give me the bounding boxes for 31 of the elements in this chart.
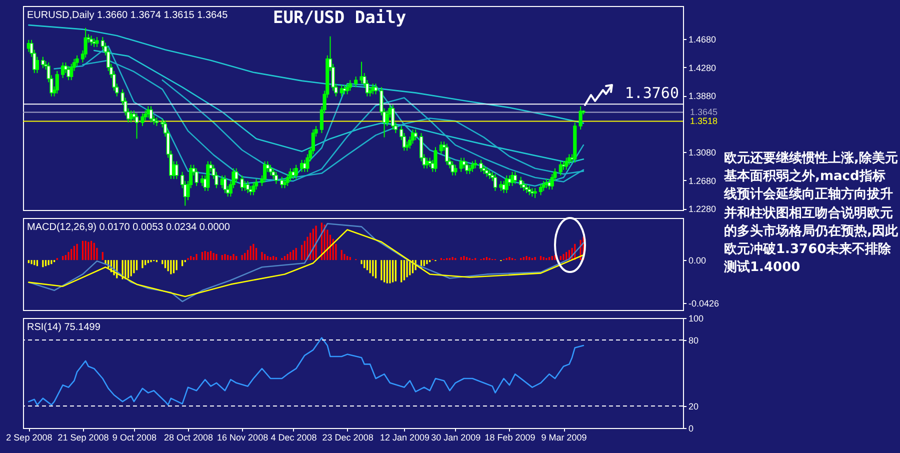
x-tick-label: 2 Sep 2008 bbox=[6, 432, 52, 442]
x-tick-label: 21 Sep 2008 bbox=[58, 432, 109, 442]
text: 欧元还要继续惯性上涨,除美元基本面积弱之外,macd指标线预计会延续向正轴方向拔升并和柱状图相互吻合说明欧元的多头市场格局仍在预热,因此欧元冲破1.3760未来不排除测试1.4000 bbox=[724, 150, 898, 278]
x-tick-label: 9 Mar 2009 bbox=[541, 432, 587, 442]
y-tick-label: 1.2280 bbox=[688, 204, 716, 214]
y-tick-label: 0.00 bbox=[688, 256, 706, 266]
y-tick-label: 80 bbox=[688, 336, 699, 346]
y-tick-label: 1.3880 bbox=[688, 91, 716, 102]
y-tick-label: 1.2680 bbox=[688, 176, 716, 186]
y-tick-label: 20 bbox=[688, 402, 699, 412]
x-tick-label: 18 Feb 2009 bbox=[484, 432, 536, 442]
chart-title: EUR/USD Daily bbox=[273, 8, 406, 28]
y-tick-label: 1.3080 bbox=[688, 148, 716, 158]
x-tick-label: 4 Dec 2008 bbox=[270, 432, 317, 442]
ref-line-label: 1.3518 bbox=[690, 116, 718, 126]
x-tick-label: 28 Oct 2008 bbox=[164, 432, 214, 442]
y-tick-label: 1.4280 bbox=[688, 62, 716, 73]
x-tick-label: 23 Dec 2008 bbox=[322, 432, 374, 442]
x-tick-label: 9 Oct 2008 bbox=[112, 432, 156, 442]
y-tick-label: 100 bbox=[688, 314, 704, 324]
chart-title: RSI(14) 75.1499 bbox=[27, 322, 101, 333]
chart-subtitle: EURUSD,Daily 1.3660 1.3674 1.3615 1.3645 bbox=[27, 10, 228, 21]
x-tick-label: 16 Nov 2008 bbox=[217, 432, 268, 442]
x-tick-label: 12 Jan 2009 bbox=[380, 432, 430, 442]
y-tick-label: 1.4680 bbox=[688, 34, 716, 45]
chart-title: MACD(12,26,9) 0.0170 0.0053 0.0234 0.0000 bbox=[27, 222, 230, 233]
y-tick-label: 0 bbox=[688, 424, 694, 434]
ref-line-label: 1.3760 bbox=[624, 84, 679, 102]
ref-line-label: 1.3645 bbox=[690, 107, 718, 118]
y-tick-label: -0.0426 bbox=[688, 298, 720, 309]
x-tick-label: 30 Jan 2009 bbox=[431, 432, 481, 442]
